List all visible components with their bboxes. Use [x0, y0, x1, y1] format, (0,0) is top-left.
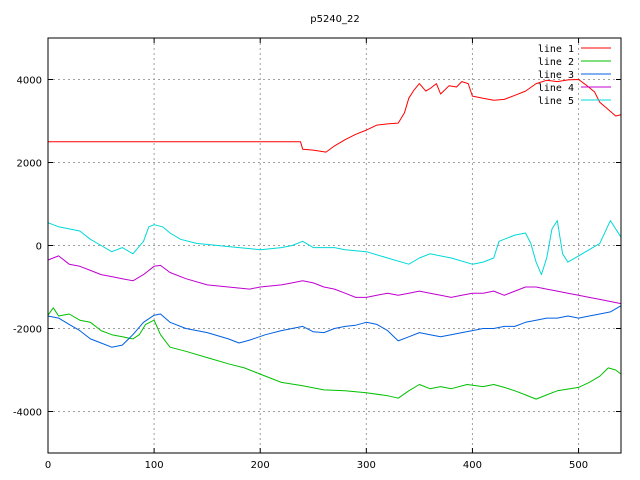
- series-line-4: [47, 255, 622, 305]
- series-line-1: [48, 79, 622, 153]
- y-tick-label: 0: [36, 242, 42, 253]
- y-tick-label: -2000: [13, 325, 42, 336]
- x-tick-label: 0: [45, 460, 51, 471]
- chart-title: p5240_22: [310, 14, 360, 25]
- series-lines: [47, 79, 622, 400]
- axis-ticks: 0 100 200 300 400 500 -4000 -2000 0 2000 4000: [13, 38, 621, 471]
- series-line-5: [47, 220, 622, 276]
- y-tick-label: 4000: [17, 76, 42, 87]
- legend-label: line 4: [538, 83, 574, 94]
- legend-label: line 3: [538, 70, 574, 81]
- x-tick-label: 400: [463, 460, 482, 471]
- legend-label: line 2: [538, 57, 574, 68]
- series-line-3: [47, 305, 622, 348]
- legend: line 1 line 2 line 3 line 4 line 5: [538, 44, 611, 107]
- x-tick-label: 200: [251, 460, 270, 471]
- y-tick-label: 2000: [17, 159, 42, 170]
- x-tick-label: 300: [357, 460, 376, 471]
- series-line-2: [47, 307, 622, 400]
- legend-label: line 1: [538, 44, 574, 55]
- x-tick-label: 500: [569, 460, 588, 471]
- x-tick-label: 100: [145, 460, 164, 471]
- legend-label: line 5: [538, 96, 574, 107]
- y-tick-label: -4000: [13, 408, 42, 419]
